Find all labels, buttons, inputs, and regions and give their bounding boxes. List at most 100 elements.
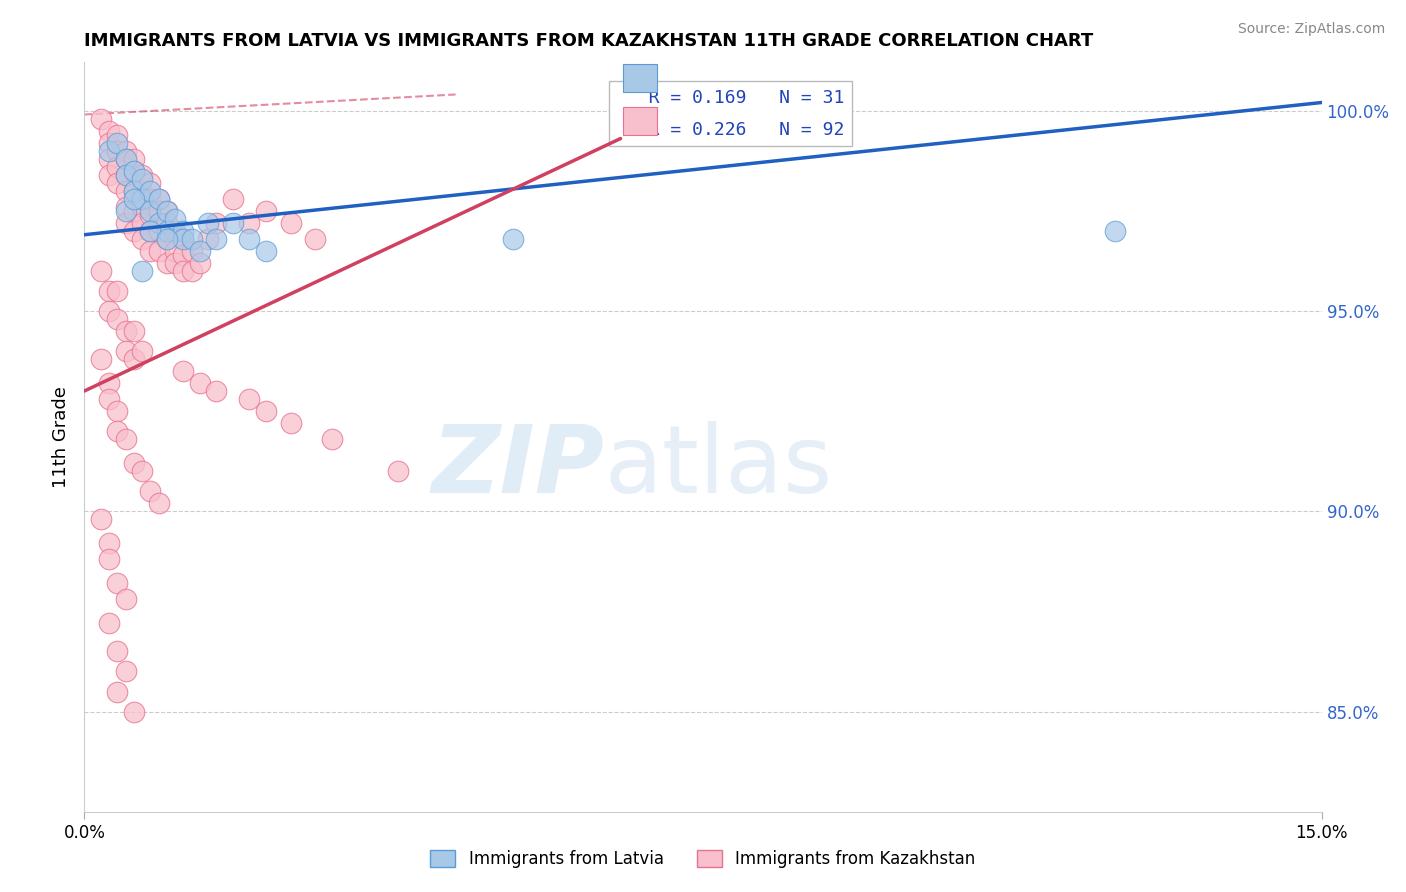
Point — [1104, 224, 1126, 238]
Text: Source: ZipAtlas.com: Source: ZipAtlas.com — [1237, 22, 1385, 37]
Point — [188, 256, 211, 270]
Point — [114, 152, 136, 166]
Point — [98, 136, 121, 150]
Point — [98, 376, 121, 390]
Point — [122, 203, 145, 218]
Point — [139, 208, 162, 222]
Point — [122, 705, 145, 719]
Point — [188, 244, 211, 258]
Point — [148, 192, 170, 206]
Point — [131, 232, 153, 246]
Point — [122, 351, 145, 366]
Point — [172, 232, 194, 246]
Point — [238, 232, 260, 246]
Point — [90, 351, 112, 366]
Point — [105, 644, 128, 658]
Point — [148, 496, 170, 510]
Point — [114, 592, 136, 607]
Point — [165, 256, 187, 270]
Point — [172, 264, 194, 278]
Point — [131, 192, 153, 206]
Point — [98, 123, 121, 137]
Point — [197, 216, 219, 230]
Point — [238, 392, 260, 406]
Point — [131, 184, 153, 198]
Point — [139, 224, 162, 238]
Point — [139, 244, 162, 258]
Point — [254, 203, 277, 218]
Text: IMMIGRANTS FROM LATVIA VS IMMIGRANTS FROM KAZAKHSTAN 11TH GRADE CORRELATION CHAR: IMMIGRANTS FROM LATVIA VS IMMIGRANTS FRO… — [84, 32, 1094, 50]
Point — [148, 224, 170, 238]
Point — [148, 216, 170, 230]
Point — [90, 112, 112, 126]
Point — [105, 424, 128, 438]
Point — [122, 163, 145, 178]
Point — [131, 200, 153, 214]
Point — [114, 152, 136, 166]
Point — [105, 311, 128, 326]
Point — [122, 224, 145, 238]
Y-axis label: 11th Grade: 11th Grade — [52, 386, 70, 488]
Point — [197, 232, 219, 246]
Point — [114, 200, 136, 214]
Point — [139, 184, 162, 198]
Point — [502, 232, 524, 246]
Point — [131, 216, 153, 230]
Point — [105, 284, 128, 298]
Point — [105, 128, 128, 142]
Point — [180, 232, 202, 246]
Point — [114, 203, 136, 218]
Point — [105, 136, 128, 150]
Point — [98, 304, 121, 318]
Point — [205, 216, 228, 230]
Point — [122, 163, 145, 178]
Point — [98, 392, 121, 406]
Point — [180, 264, 202, 278]
Point — [122, 192, 145, 206]
Point — [98, 536, 121, 550]
Point — [238, 216, 260, 230]
Point — [148, 192, 170, 206]
Point — [122, 184, 145, 198]
Point — [131, 464, 153, 478]
Point — [105, 684, 128, 698]
Point — [222, 192, 245, 206]
Point — [139, 176, 162, 190]
Point — [131, 171, 153, 186]
Point — [114, 144, 136, 158]
Point — [98, 552, 121, 566]
Point — [131, 264, 153, 278]
Point — [98, 144, 121, 158]
Point — [139, 484, 162, 499]
Point — [172, 232, 194, 246]
Text: atlas: atlas — [605, 421, 832, 513]
Point — [114, 324, 136, 338]
Text: R = 0.169   N = 31
   R = 0.226   N = 92: R = 0.169 N = 31 R = 0.226 N = 92 — [616, 88, 845, 138]
Point — [172, 248, 194, 262]
Point — [156, 232, 179, 246]
Point — [148, 244, 170, 258]
Point — [139, 224, 162, 238]
Point — [114, 665, 136, 679]
Point — [114, 432, 136, 446]
Point — [105, 160, 128, 174]
Point — [148, 203, 170, 218]
Point — [105, 144, 128, 158]
Legend: Immigrants from Latvia, Immigrants from Kazakhstan: Immigrants from Latvia, Immigrants from … — [423, 843, 983, 875]
Point — [105, 576, 128, 591]
Point — [131, 343, 153, 358]
Point — [172, 364, 194, 378]
Point — [98, 616, 121, 631]
Point — [131, 168, 153, 182]
Point — [156, 224, 179, 238]
Point — [222, 216, 245, 230]
Point — [114, 184, 136, 198]
Point — [156, 256, 179, 270]
Point — [156, 203, 179, 218]
Point — [172, 224, 194, 238]
Bar — [623, 107, 657, 135]
Text: ZIP: ZIP — [432, 421, 605, 513]
Point — [156, 232, 179, 246]
Point — [321, 432, 343, 446]
Point — [156, 203, 179, 218]
